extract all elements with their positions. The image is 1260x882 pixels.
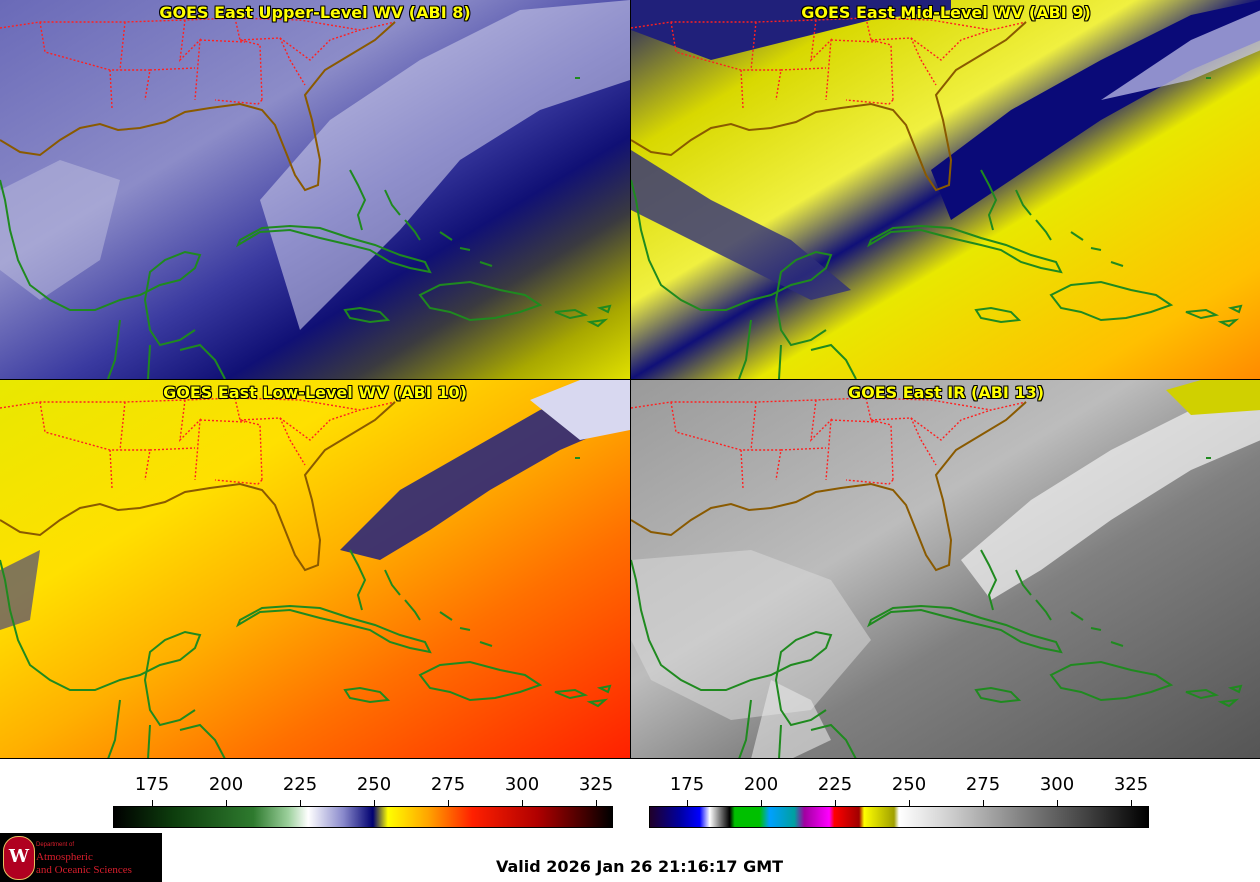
- wv-tick-label: 250: [356, 774, 392, 795]
- panel-low-level-wv: GOES East Low-Level WV (ABI 10): [0, 380, 630, 759]
- ir-tick-mark: [687, 800, 688, 806]
- ir-tick-mark: [761, 800, 762, 806]
- wv-tick-mark: [522, 800, 523, 806]
- ir-tick-label: 325: [1113, 774, 1149, 795]
- ir-tick-label: 200: [743, 774, 779, 795]
- logo-line2: and Oceanic Sciences: [36, 864, 132, 876]
- logo-dept-text: Department of: [36, 842, 75, 848]
- ir-tick-label: 275: [965, 774, 1001, 795]
- ir-image: [631, 380, 1260, 759]
- ir-tick-mark: [983, 800, 984, 806]
- panel-mid-level-wv: GOES East Mid-Level WV (ABI 9): [631, 0, 1260, 379]
- wv-tick-label: 325: [578, 774, 614, 795]
- wv-tick-label: 225: [282, 774, 318, 795]
- panel-title: GOES East Mid-Level WV (ABI 9): [801, 3, 1091, 22]
- valid-time: Valid 2026 Jan 26 21:16:17 GMT: [496, 857, 784, 876]
- wv-tick-label: 200: [208, 774, 244, 795]
- aos-logo: W Department of Atmospheric and Oceanic …: [0, 833, 162, 882]
- wv-tick-mark: [300, 800, 301, 806]
- mid-level-wv-image: [631, 0, 1260, 379]
- ir-tick-label: 225: [817, 774, 853, 795]
- logo-line1: Atmospheric: [36, 851, 93, 863]
- wv-tick-mark: [448, 800, 449, 806]
- ir-tick-mark: [909, 800, 910, 806]
- wv-tick-label: 275: [430, 774, 466, 795]
- ir-tick-mark: [1057, 800, 1058, 806]
- wv-tick-label: 175: [134, 774, 170, 795]
- ir-tick-mark: [835, 800, 836, 806]
- panel-title: GOES East Low-Level WV (ABI 10): [163, 383, 467, 402]
- ir-tick-mark: [1131, 800, 1132, 806]
- wv-tick-label: 300: [504, 774, 540, 795]
- panel-title: GOES East IR (ABI 13): [847, 383, 1045, 402]
- panel-bottom-border: [0, 758, 1260, 759]
- panel-upper-level-wv: GOES East Upper-Level WV (ABI 8): [0, 0, 630, 379]
- low-level-wv-image: [0, 380, 630, 759]
- wv-colorbar: [113, 806, 613, 828]
- uw-seal-icon: W: [3, 836, 35, 880]
- panel-title: GOES East Upper-Level WV (ABI 8): [159, 3, 471, 22]
- wv-tick-mark: [226, 800, 227, 806]
- panel-divider-horizontal: [0, 379, 1260, 380]
- ir-tick-label: 175: [669, 774, 705, 795]
- wv-tick-mark: [152, 800, 153, 806]
- ir-colorbar: [649, 806, 1149, 828]
- wv-tick-mark: [374, 800, 375, 806]
- ir-tick-label: 300: [1039, 774, 1075, 795]
- wv-tick-mark: [596, 800, 597, 806]
- upper-level-wv-image: [0, 0, 630, 379]
- panel-ir: GOES East IR (ABI 13): [631, 380, 1260, 759]
- ir-tick-label: 250: [891, 774, 927, 795]
